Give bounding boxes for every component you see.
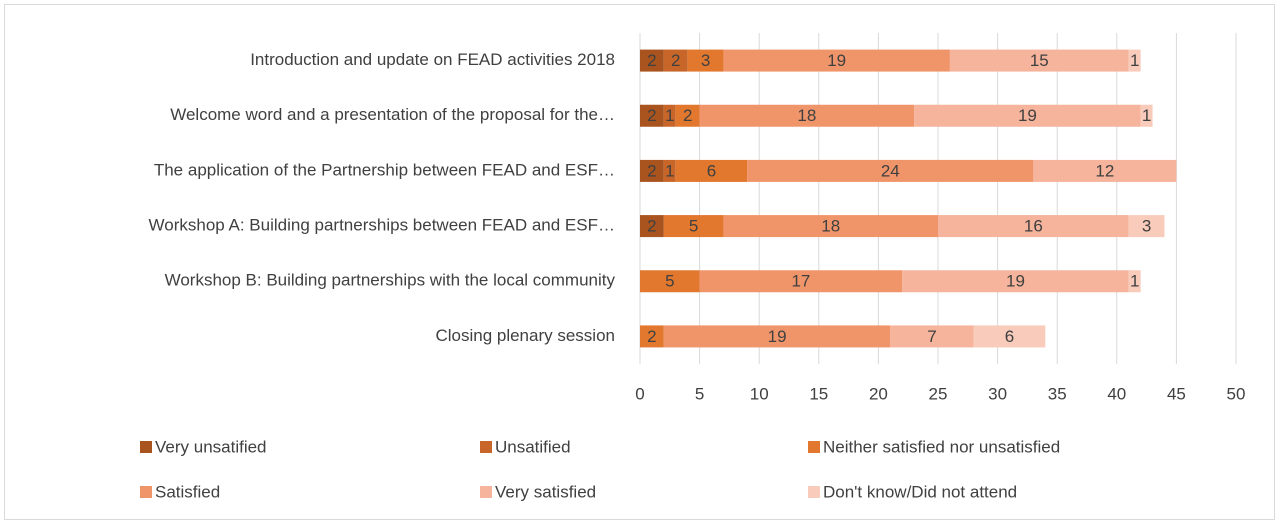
data-label: 1 <box>1142 106 1151 125</box>
data-label: 7 <box>927 327 936 346</box>
data-label: 6 <box>1005 327 1014 346</box>
bar-segment <box>640 104 664 127</box>
y-tick-label: The application of the Partnership betwe… <box>154 160 615 179</box>
bar-segment <box>949 49 1129 72</box>
bar-segment <box>640 270 700 293</box>
data-label: 3 <box>701 51 710 70</box>
bar-segment <box>640 159 664 182</box>
legend-label: Very satisfied <box>495 482 596 501</box>
bar-segment <box>890 325 974 348</box>
bar-segment <box>663 49 688 72</box>
legend-label: Neither satisfied nor unsatisfied <box>823 437 1060 456</box>
bar-segment <box>699 270 903 293</box>
data-label: 19 <box>827 51 846 70</box>
x-tick-label: 15 <box>809 384 828 403</box>
x-tick-label: 10 <box>750 384 769 403</box>
bar-segment <box>914 104 1141 127</box>
data-label: 1 <box>665 106 674 125</box>
data-label: 24 <box>881 161 900 180</box>
bar-segment <box>699 104 915 127</box>
bar-segment <box>1033 159 1177 182</box>
bar-segment <box>1140 104 1153 127</box>
bar-segment <box>687 49 724 72</box>
data-label: 5 <box>689 217 698 236</box>
bar-segment <box>902 270 1129 293</box>
bar-segment <box>1128 270 1141 293</box>
data-label: 1 <box>665 161 674 180</box>
x-tick-label: 40 <box>1107 384 1126 403</box>
x-tick-label: 30 <box>988 384 1007 403</box>
bar-segment <box>663 215 724 238</box>
data-label: 1 <box>1130 51 1139 70</box>
data-label: 6 <box>707 161 716 180</box>
bar-segment <box>938 215 1129 238</box>
data-label: 16 <box>1024 217 1043 236</box>
y-tick-label: Workshop A: Building partnerships betwee… <box>149 216 615 235</box>
data-label: 18 <box>797 106 816 125</box>
x-tick-label: 5 <box>695 384 704 403</box>
data-label: 12 <box>1095 161 1114 180</box>
y-tick-label: Welcome word and a presentation of the p… <box>170 105 615 124</box>
bar-segment <box>973 325 1046 348</box>
bar-segment <box>747 159 1034 182</box>
bar-segment <box>663 159 676 182</box>
bar-segment <box>723 215 938 238</box>
data-label: 18 <box>821 217 840 236</box>
bar-segment <box>723 49 950 72</box>
bar-segment <box>640 49 664 72</box>
legend-label: Unsatified <box>495 437 571 456</box>
bar-segment <box>640 325 664 348</box>
data-label: 2 <box>647 161 656 180</box>
y-tick-label: Introduction and update on FEAD activiti… <box>250 50 615 69</box>
bar-segment <box>663 325 891 348</box>
legend-swatch <box>480 486 492 498</box>
bar-segment <box>663 104 676 127</box>
legend-label: Don't know/Did not attend <box>823 482 1017 501</box>
bar-segment <box>675 159 748 182</box>
data-label: 15 <box>1030 51 1049 70</box>
data-label: 2 <box>647 327 656 346</box>
y-tick-label: Workshop B: Building partnerships with t… <box>165 271 616 290</box>
x-tick-label: 0 <box>635 384 644 403</box>
data-label: 19 <box>1018 106 1037 125</box>
data-label: 2 <box>671 51 680 70</box>
x-tick-label: 50 <box>1227 384 1246 403</box>
x-tick-label: 20 <box>869 384 888 403</box>
y-tick-label: Closing plenary session <box>435 326 615 345</box>
bar-segment <box>1128 215 1165 238</box>
data-label: 19 <box>768 327 787 346</box>
data-label: 2 <box>647 217 656 236</box>
x-tick-label: 35 <box>1048 384 1067 403</box>
bar-segment <box>1128 49 1141 72</box>
data-label: 3 <box>1142 217 1151 236</box>
x-tick-label: 25 <box>929 384 948 403</box>
data-label: 2 <box>647 106 656 125</box>
legend-label: Satisfied <box>155 482 220 501</box>
data-label: 2 <box>647 51 656 70</box>
legend-swatch <box>480 441 492 453</box>
data-label: 1 <box>1130 272 1139 291</box>
bar-segment <box>675 104 700 127</box>
x-tick-label: 45 <box>1167 384 1186 403</box>
data-label: 2 <box>683 106 692 125</box>
legend-swatch <box>140 486 152 498</box>
legend-swatch <box>140 441 152 453</box>
bar-segment <box>640 215 664 238</box>
legend-swatch <box>808 486 820 498</box>
legend-swatch <box>808 441 820 453</box>
legend-label: Very unsatified <box>155 437 267 456</box>
data-label: 5 <box>665 272 674 291</box>
data-label: 19 <box>1006 272 1025 291</box>
data-label: 17 <box>791 272 810 291</box>
